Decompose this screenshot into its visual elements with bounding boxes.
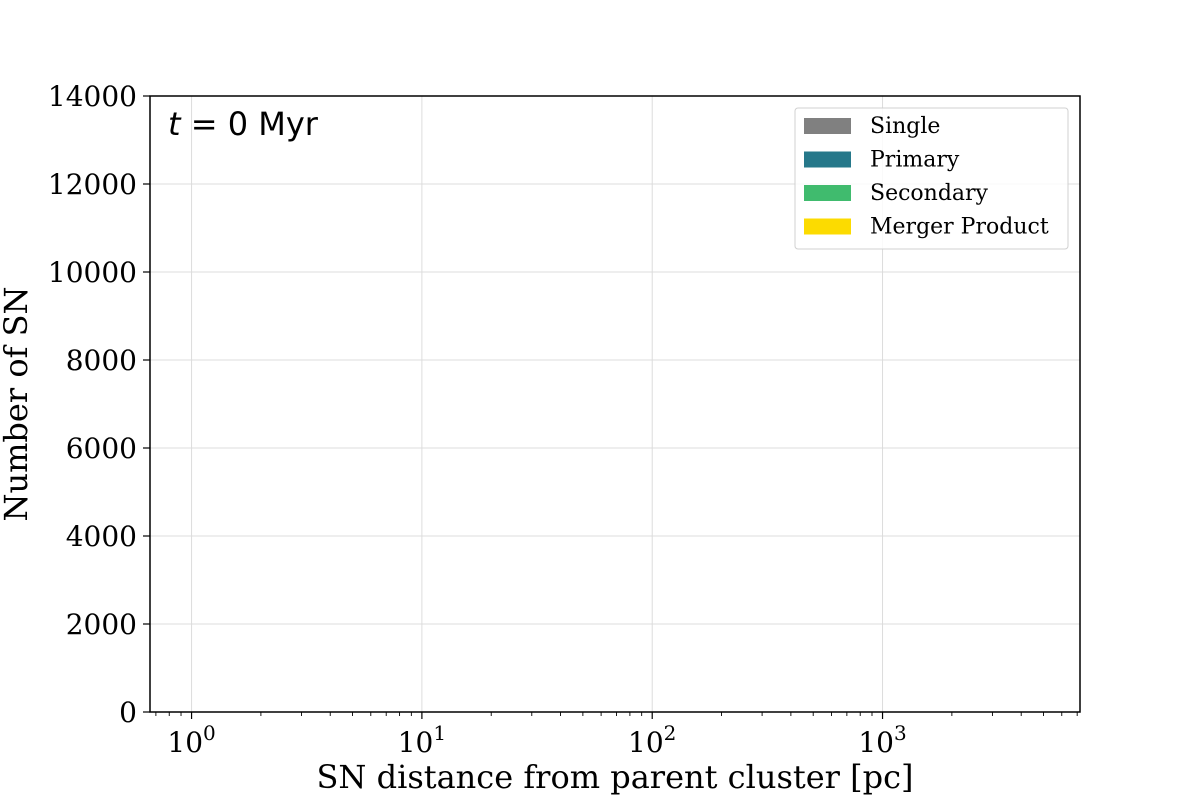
y-axis-label: Number of SN [0, 286, 35, 521]
x-tick-label: 103 [858, 721, 906, 759]
legend-label: Single [870, 114, 940, 139]
legend-box [794, 107, 1069, 250]
x-tick-label: 101 [398, 721, 446, 759]
legend-swatch-merger-product [804, 218, 851, 235]
y-tick-label: 0 [119, 696, 137, 729]
legend-label: Secondary [870, 181, 989, 206]
y-tick-label: 4000 [66, 520, 137, 553]
y-tick-label: 14000 [48, 80, 137, 113]
legend-swatch-primary [804, 151, 851, 168]
plot-frame [149, 95, 1081, 713]
y-tick-label: 10000 [48, 256, 137, 289]
legend-label: Primary [870, 148, 960, 173]
legend-swatch-secondary [804, 185, 851, 201]
y-tick-label: 8000 [66, 344, 137, 377]
time-unit: Myr [258, 105, 319, 143]
time-equals: = 0 [181, 105, 259, 143]
axis-ticks: 0 2000 4000 6000 8000 10000 12000 14000 100 101 10… [48, 80, 1078, 759]
y-tick-label: 2000 [66, 608, 137, 641]
time-annotation: t = 0 Myr [168, 105, 319, 143]
y-tick-label: 12000 [48, 168, 137, 201]
y-tick-label: 6000 [66, 432, 137, 465]
legend: Single Primary Secondary Merger Product [794, 107, 1069, 250]
x-tick-label: 102 [628, 721, 676, 759]
legend-label: Merger Product [870, 215, 1049, 240]
time-variable: t [168, 105, 182, 143]
x-axis-label: SN distance from parent cluster [pc] [317, 758, 914, 796]
x-tick-label: 100 [167, 721, 215, 759]
legend-swatch-single [804, 118, 851, 134]
